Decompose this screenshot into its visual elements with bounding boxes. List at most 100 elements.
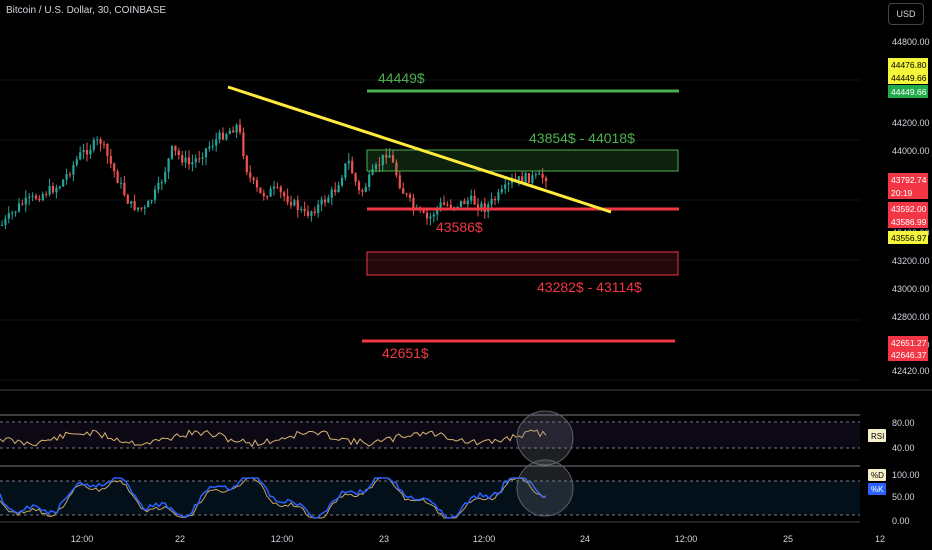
candle-body	[201, 157, 204, 159]
trend-line[interactable]	[227, 85, 612, 214]
candle-body	[215, 139, 218, 146]
candle-body	[456, 206, 459, 208]
candle-body	[130, 201, 133, 204]
time-tick: 25	[783, 534, 793, 544]
candle-body	[327, 197, 330, 203]
candle-body	[45, 194, 48, 196]
price-tick: 43200.00	[892, 256, 930, 266]
symbol-title: Bitcoin / U.S. Dollar, 30, COINBASE	[6, 5, 167, 16]
candle-body	[65, 174, 68, 180]
candle-body	[517, 176, 520, 180]
price-badge-label: 44449.66	[891, 73, 927, 83]
candle-body	[334, 189, 337, 193]
candle-body	[493, 198, 497, 201]
candle-body	[28, 196, 31, 198]
price-tick: 42800.00	[892, 312, 930, 322]
candle-body	[242, 132, 245, 157]
candle-body	[354, 173, 357, 182]
time-tick: 12:00	[71, 534, 94, 544]
candle-body	[313, 211, 316, 214]
candle-body	[140, 207, 143, 209]
candle-body	[177, 150, 180, 156]
price-badge-label: 43556.97	[891, 233, 927, 243]
currency-button[interactable]: USD	[888, 3, 924, 25]
candle-body	[364, 186, 367, 192]
price-badge	[888, 71, 928, 84]
candle-body	[68, 174, 72, 176]
price-tick: 43000.00	[892, 284, 930, 294]
candle-body	[289, 202, 293, 206]
candle-body	[116, 171, 119, 184]
candle-body	[21, 203, 24, 205]
candle-body	[174, 145, 177, 151]
candle-body	[480, 203, 483, 209]
price-badge-label: 44476.80	[891, 60, 927, 70]
support-zone[interactable]	[366, 251, 679, 276]
candle-body	[218, 132, 221, 140]
stoch-d-label: %D	[871, 471, 884, 480]
candle-body	[527, 173, 531, 183]
candle-body	[62, 179, 65, 187]
candle-body	[123, 182, 126, 195]
candle-body	[41, 194, 44, 201]
stoch-highlight-circle[interactable]	[516, 459, 574, 517]
time-axis[interactable]: 12:00 22 12:00 23 12:00 24 12:00 25 12	[71, 534, 885, 544]
candle-body	[194, 158, 197, 163]
price-badge	[888, 85, 928, 98]
candle-body	[405, 193, 408, 195]
price-badge-label: 44449.66	[891, 87, 927, 97]
candle-body	[228, 130, 231, 135]
rsi-highlight-circle[interactable]	[516, 410, 574, 466]
candle-body	[279, 186, 282, 193]
candle-body	[381, 154, 384, 166]
resistance-zone[interactable]	[366, 149, 679, 172]
candle-body	[310, 211, 313, 216]
candle-body	[58, 186, 61, 188]
candle-body	[320, 199, 323, 205]
candle-body	[24, 197, 27, 205]
candle-body	[4, 218, 7, 225]
candle-body	[391, 155, 395, 163]
stoch-d-badge	[868, 469, 886, 481]
candle-body	[269, 188, 272, 197]
support-line-label: 43586$	[436, 219, 483, 235]
candle-body	[119, 182, 123, 184]
candle-body	[85, 150, 89, 155]
candle-body	[378, 164, 381, 166]
candle-body	[106, 143, 109, 156]
price-badge	[888, 186, 928, 199]
price-badge	[888, 336, 928, 349]
candle-body	[344, 163, 347, 178]
candle-body	[395, 162, 398, 176]
candle-body	[293, 200, 296, 206]
candle-body	[262, 193, 265, 197]
resistance-line-label: 44449$	[378, 70, 425, 86]
price-tick: 44800.00	[892, 37, 930, 47]
candle-body	[191, 162, 194, 165]
candle-body	[402, 188, 405, 194]
candle-body	[245, 156, 248, 173]
stoch-tick: 50.00	[892, 492, 915, 502]
candle-body	[153, 189, 157, 201]
rsi-tick: 40.00	[892, 443, 915, 453]
candle-body	[102, 143, 106, 145]
candle-body	[446, 204, 449, 206]
candle-body	[79, 152, 82, 160]
candle-body	[109, 155, 112, 164]
candle-body	[266, 196, 269, 198]
candle-body	[425, 212, 429, 219]
candle-body	[470, 195, 473, 201]
candle-body	[0, 224, 4, 226]
candle-body	[422, 210, 425, 213]
candle-body	[303, 208, 306, 212]
candle-body	[143, 207, 146, 209]
price-badge-label: 43792.74	[891, 175, 927, 185]
candle-body	[187, 157, 191, 165]
candle-body	[170, 145, 174, 159]
candle-body	[412, 197, 415, 208]
candle-body	[361, 190, 364, 192]
time-tick: 12	[875, 534, 885, 544]
stoch-tick: 0.00	[892, 516, 910, 526]
candle-body	[181, 155, 184, 163]
